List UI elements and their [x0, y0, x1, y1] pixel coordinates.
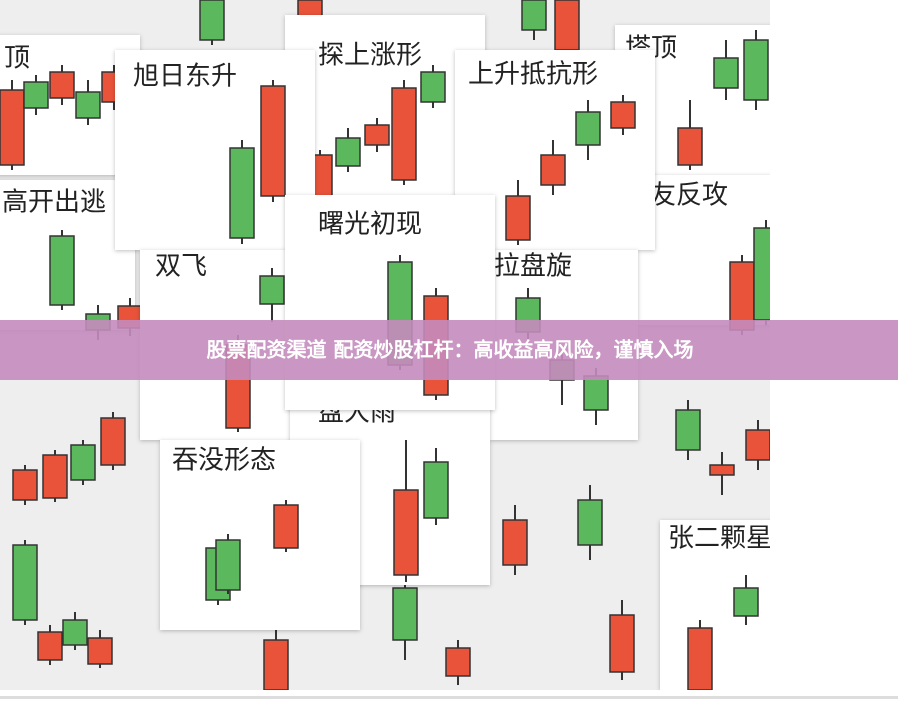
card-label: 曙光初现 [318, 209, 422, 239]
candle-body [713, 57, 739, 89]
candle-body [297, 0, 323, 17]
card-label: 高开出逃 [2, 187, 106, 217]
candle-body [745, 429, 770, 461]
card-label: 友反攻 [650, 180, 728, 210]
card-label: 顶 [4, 43, 30, 73]
candle-body [62, 619, 88, 646]
candle-body [215, 539, 241, 591]
candle-body [100, 417, 126, 466]
candle-body [70, 444, 96, 481]
candle-body [335, 137, 361, 167]
card-bg [160, 440, 360, 630]
candle-body [575, 111, 601, 146]
candle-body [0, 89, 25, 166]
candle-body [540, 154, 566, 186]
candle-body [393, 489, 419, 576]
card: 张二颗星 [660, 520, 772, 690]
candle-body [87, 637, 113, 665]
candle-body [521, 0, 547, 31]
candle-body [229, 147, 255, 239]
candle-body [583, 375, 609, 411]
candle-body [423, 461, 449, 519]
card-label: 上升抵抗形 [468, 59, 598, 89]
card: 探上涨形 [285, 15, 485, 205]
candle-body [610, 101, 636, 129]
card-label: 拉盘旋 [494, 251, 572, 281]
banner-text: 股票配资渠道 配资炒股杠杆：高收益高风险，谨慎入场 [207, 338, 694, 362]
candle-body [687, 627, 713, 690]
candle-body [445, 647, 471, 677]
candle-body [12, 469, 38, 501]
candle-body [677, 127, 703, 166]
candle-body [743, 39, 769, 101]
candle-body [729, 261, 755, 331]
candle-body [502, 519, 528, 566]
candle-body [675, 409, 701, 451]
candle-body [260, 85, 286, 197]
candle-body [391, 87, 417, 181]
candle-body [505, 195, 531, 241]
card-label: 双飞 [155, 251, 207, 281]
card: 顶 [0, 35, 140, 175]
candle-body [75, 91, 101, 119]
candle-body [199, 0, 225, 41]
card-label: 吞没形态 [172, 445, 276, 475]
candle-body [733, 587, 759, 617]
candle-body [42, 454, 68, 499]
candle-body [364, 124, 390, 146]
candle-body [37, 631, 63, 661]
candle-body [49, 235, 75, 306]
candle-body [49, 71, 75, 99]
candle-body [709, 464, 735, 476]
banner [0, 320, 898, 380]
card: 上升抵抗形 [455, 50, 655, 250]
bottom-rule [0, 696, 898, 699]
card: 友反攻 [635, 175, 770, 335]
candle-body [420, 71, 446, 103]
candle-body [23, 81, 49, 109]
card-label: 探上涨形 [318, 40, 422, 70]
candle-body [609, 614, 635, 673]
candle-body [12, 544, 38, 621]
candle-body [392, 587, 418, 641]
card-label: 旭日东升 [133, 61, 237, 91]
candle-body [554, 0, 580, 51]
card: 高开出逃 [0, 180, 143, 340]
card: 吞没形态 [160, 440, 360, 630]
card: 盘大雨 [290, 395, 490, 585]
candle-body [577, 499, 603, 546]
card: 旭日东升 [115, 50, 315, 250]
candle-body [263, 639, 289, 690]
candle-body [273, 504, 299, 549]
card-label: 张二颗星 [668, 523, 772, 553]
candle-body [259, 275, 285, 305]
